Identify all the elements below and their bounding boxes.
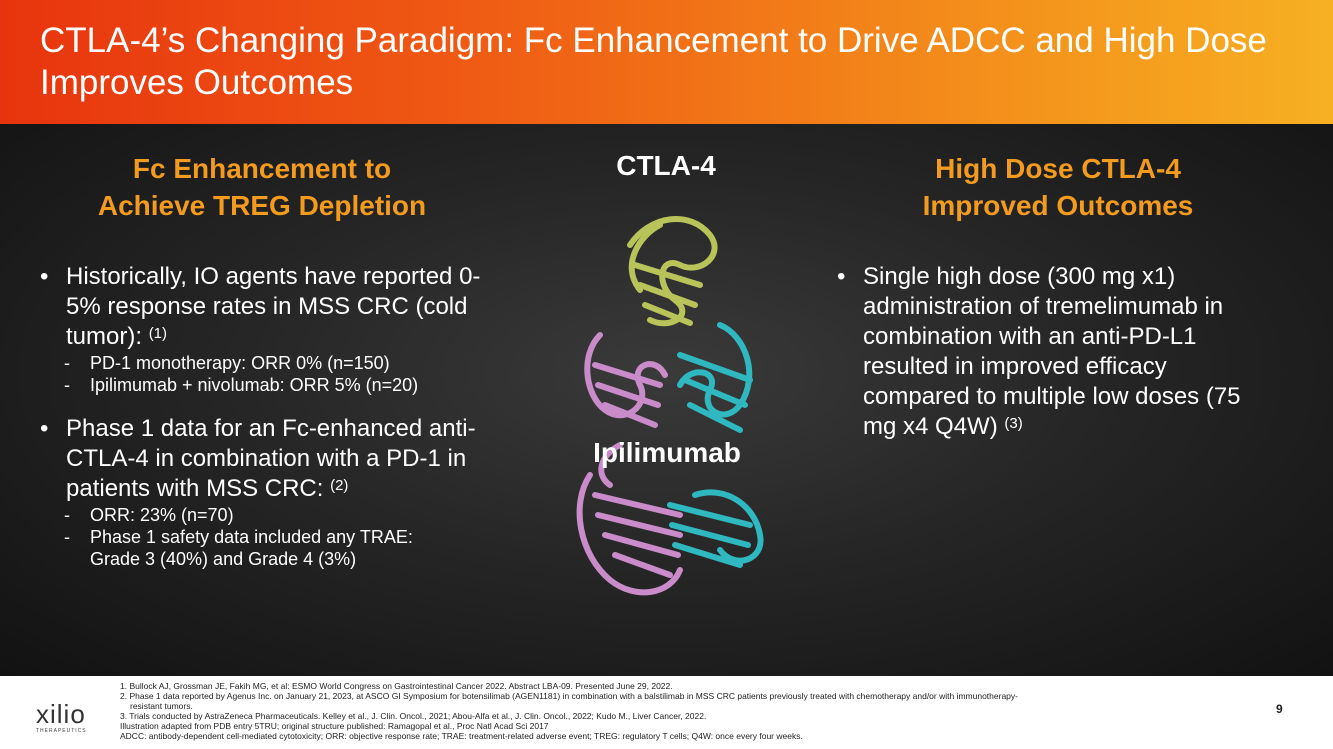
left-heading-line2: Achieve TREG Depletion — [97, 190, 427, 221]
left-sub-1b: Ipilimumab + nivolumab: ORR 5% (n=20) — [40, 374, 510, 396]
company-logo: xilio THERAPEUTICS — [36, 700, 108, 740]
left-heading-line1: Fc Enhancement to — [132, 153, 392, 184]
right-bullets: Single high dose (300 mg x1) administrat… — [837, 262, 1257, 442]
ipilimumab-label: Ipilimumab — [593, 437, 741, 468]
heavy-chain — [576, 332, 683, 596]
left-heading: Fc Enhancement to Achieve TREG Depletion — [60, 150, 464, 224]
right-heading: High Dose CTLA-4 Improved Outcomes — [860, 150, 1256, 224]
left-sub-1a: PD-1 monotherapy: ORR 0% (n=150) — [40, 352, 510, 374]
ref-marker: (2) — [330, 477, 349, 494]
left-sub-2b: Phase 1 safety data included any TRAE: G… — [40, 526, 440, 570]
left-bullet-1: Historically, IO agents have reported 0-… — [40, 262, 510, 352]
ctla4-label: CTLA-4 — [616, 150, 716, 181]
reference-line: 3. Trials conducted by AstraZeneca Pharm… — [120, 711, 707, 721]
reference-line: Illustration adapted from PDB entry 5TRU… — [120, 721, 549, 731]
references: 1. Bullock AJ, Grossman JE, Fakih MG, et… — [120, 681, 1170, 741]
page-title: CTLA-4’s Changing Paradigm: Fc Enhanceme… — [40, 21, 1267, 102]
light-chain — [667, 322, 764, 568]
reference-line: resistant tumors. — [130, 701, 193, 711]
ref-marker: (1) — [148, 325, 168, 342]
page-number: 9 — [1276, 702, 1283, 716]
reference-line: ADCC: antibody-dependent cell-mediated c… — [120, 731, 803, 741]
ref-marker: (3) — [1004, 415, 1023, 432]
right-bullet-1: Single high dose (300 mg x1) administrat… — [837, 262, 1257, 442]
logo-wordmark: xilio — [36, 699, 86, 729]
reference-line: 2. Phase 1 data reported by Agenus Inc. … — [120, 691, 1018, 701]
left-bullet-2: Phase 1 data for an Fc-enhanced anti-CTL… — [40, 414, 510, 504]
right-heading-line1: High Dose CTLA-4 — [935, 153, 1181, 184]
left-sub-2a: ORR: 23% (n=70) — [40, 504, 510, 526]
title-banner: CTLA-4’s Changing Paradigm: Fc Enhanceme… — [0, 0, 1333, 124]
reference-line: 1. Bullock AJ, Grossman JE, Fakih MG, et… — [120, 681, 673, 691]
logo-subtitle: THERAPEUTICS — [36, 728, 87, 734]
ctla4-chain — [627, 216, 718, 327]
protein-structure-illustration — [576, 216, 764, 596]
left-bullets: Historically, IO agents have reported 0-… — [40, 262, 510, 570]
right-heading-line2: Improved Outcomes — [922, 190, 1194, 221]
